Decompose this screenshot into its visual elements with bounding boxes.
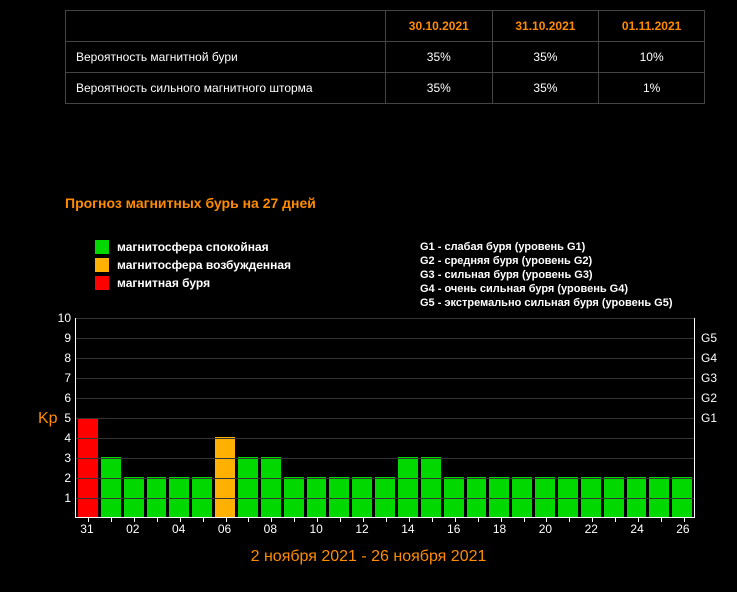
swatch-active (95, 258, 109, 272)
forecast-title: Прогноз магнитных бурь на 27 дней (65, 195, 316, 211)
grid-line (76, 418, 694, 419)
g-tick-label: G3 (701, 371, 717, 385)
x-tick-label (192, 522, 212, 536)
table-date-header: 31.10.2021 (492, 11, 599, 42)
grid-line (76, 498, 694, 499)
y-tick-label: 7 (51, 371, 71, 385)
g-legend-line: G3 - сильная буря (уровень G3) (420, 268, 673, 282)
x-tick-label: 31 (77, 522, 97, 536)
x-tick-label (513, 522, 533, 536)
bar (398, 457, 418, 517)
g-legend-line: G4 - очень сильная буря (уровень G4) (420, 282, 673, 296)
g-tick-label: G5 (701, 331, 717, 345)
x-tick-label (100, 522, 120, 536)
cell: 1% (599, 73, 705, 104)
legend-item: магнитная буря (95, 276, 291, 290)
bar (238, 457, 258, 517)
cell: 35% (492, 42, 599, 73)
bar (101, 457, 121, 517)
cell: 35% (492, 73, 599, 104)
swatch-storm (95, 276, 109, 290)
bar (421, 457, 441, 517)
date-range-label: 2 ноября 2021 - 26 ноября 2021 (0, 548, 737, 566)
g-scale-legend: G1 - слабая буря (уровень G1) G2 - средн… (420, 240, 673, 310)
x-tick-label (329, 522, 349, 536)
bar (78, 418, 98, 518)
row-label: Вероятность сильного магнитного шторма (66, 73, 386, 104)
x-tick-label: 06 (215, 522, 235, 536)
g-legend-line: G2 - средняя буря (уровень G2) (420, 254, 673, 268)
x-tick-label (558, 522, 578, 536)
y-tick-label: 1 (51, 491, 71, 505)
y-tick-label: 2 (51, 471, 71, 485)
x-tick-label: 22 (581, 522, 601, 536)
table-blank-header (66, 11, 386, 42)
x-tick-label (421, 522, 441, 536)
x-tick-label: 16 (444, 522, 464, 536)
probability-table: 30.10.2021 31.10.2021 01.11.2021 Вероятн… (65, 10, 705, 104)
x-tick-label: 08 (260, 522, 280, 536)
legend-label: магнитосфера спокойная (117, 240, 269, 254)
grid-line (76, 378, 694, 379)
y-tick-label: 5 (51, 411, 71, 425)
x-tick-label (375, 522, 395, 536)
y-tick-label: 10 (51, 311, 71, 325)
x-tick-label (146, 522, 166, 536)
x-tick-label: 12 (352, 522, 372, 536)
chart-legend: магнитосфера спокойная магнитосфера возб… (95, 240, 291, 294)
legend-item: магнитосфера спокойная (95, 240, 291, 254)
x-tick-label: 24 (627, 522, 647, 536)
table-row: Вероятность сильного магнитного шторма 3… (66, 73, 705, 104)
grid-line (76, 478, 694, 479)
cell: 35% (386, 42, 493, 73)
swatch-calm (95, 240, 109, 254)
grid-line (76, 318, 694, 319)
x-tick-label (283, 522, 303, 536)
table-date-header: 30.10.2021 (386, 11, 493, 42)
g-tick-label: G2 (701, 391, 717, 405)
table-date-header: 01.11.2021 (599, 11, 705, 42)
legend-label: магнитосфера возбужденная (117, 258, 291, 272)
grid-line (76, 438, 694, 439)
legend-item: магнитосфера возбужденная (95, 258, 291, 272)
x-tick-label (467, 522, 487, 536)
x-tick-label (604, 522, 624, 536)
g-legend-line: G5 - экстремально сильная буря (уровень … (420, 296, 673, 310)
chart-area (75, 318, 695, 518)
x-tick-label: 10 (306, 522, 326, 536)
y-tick-label: 8 (51, 351, 71, 365)
g-tick-label: G4 (701, 351, 717, 365)
grid-line (76, 338, 694, 339)
legend-label: магнитная буря (117, 276, 210, 290)
x-tick-label: 26 (673, 522, 693, 536)
x-tick-label: 04 (169, 522, 189, 536)
x-tick-label: 14 (398, 522, 418, 536)
y-tick-label: 6 (51, 391, 71, 405)
bar (261, 457, 281, 517)
x-tick-label (237, 522, 257, 536)
table-header-row: 30.10.2021 31.10.2021 01.11.2021 (66, 11, 705, 42)
g-tick-label: G1 (701, 411, 717, 425)
y-tick-label: 9 (51, 331, 71, 345)
y-tick-label: 3 (51, 451, 71, 465)
x-tick-label: 18 (490, 522, 510, 536)
grid-line (76, 398, 694, 399)
y-tick-label: 4 (51, 431, 71, 445)
grid-line (76, 358, 694, 359)
cell: 10% (599, 42, 705, 73)
cell: 35% (386, 73, 493, 104)
grid-line (76, 458, 694, 459)
row-label: Вероятность магнитной бури (66, 42, 386, 73)
x-tick-label: 20 (535, 522, 555, 536)
table-row: Вероятность магнитной бури 35% 35% 10% (66, 42, 705, 73)
x-axis-labels: 31 02 04 06 08 10 12 14 16 18 20 22 24 26 (75, 522, 695, 536)
x-tick-label: 02 (123, 522, 143, 536)
x-tick-label (650, 522, 670, 536)
g-legend-line: G1 - слабая буря (уровень G1) (420, 240, 673, 254)
